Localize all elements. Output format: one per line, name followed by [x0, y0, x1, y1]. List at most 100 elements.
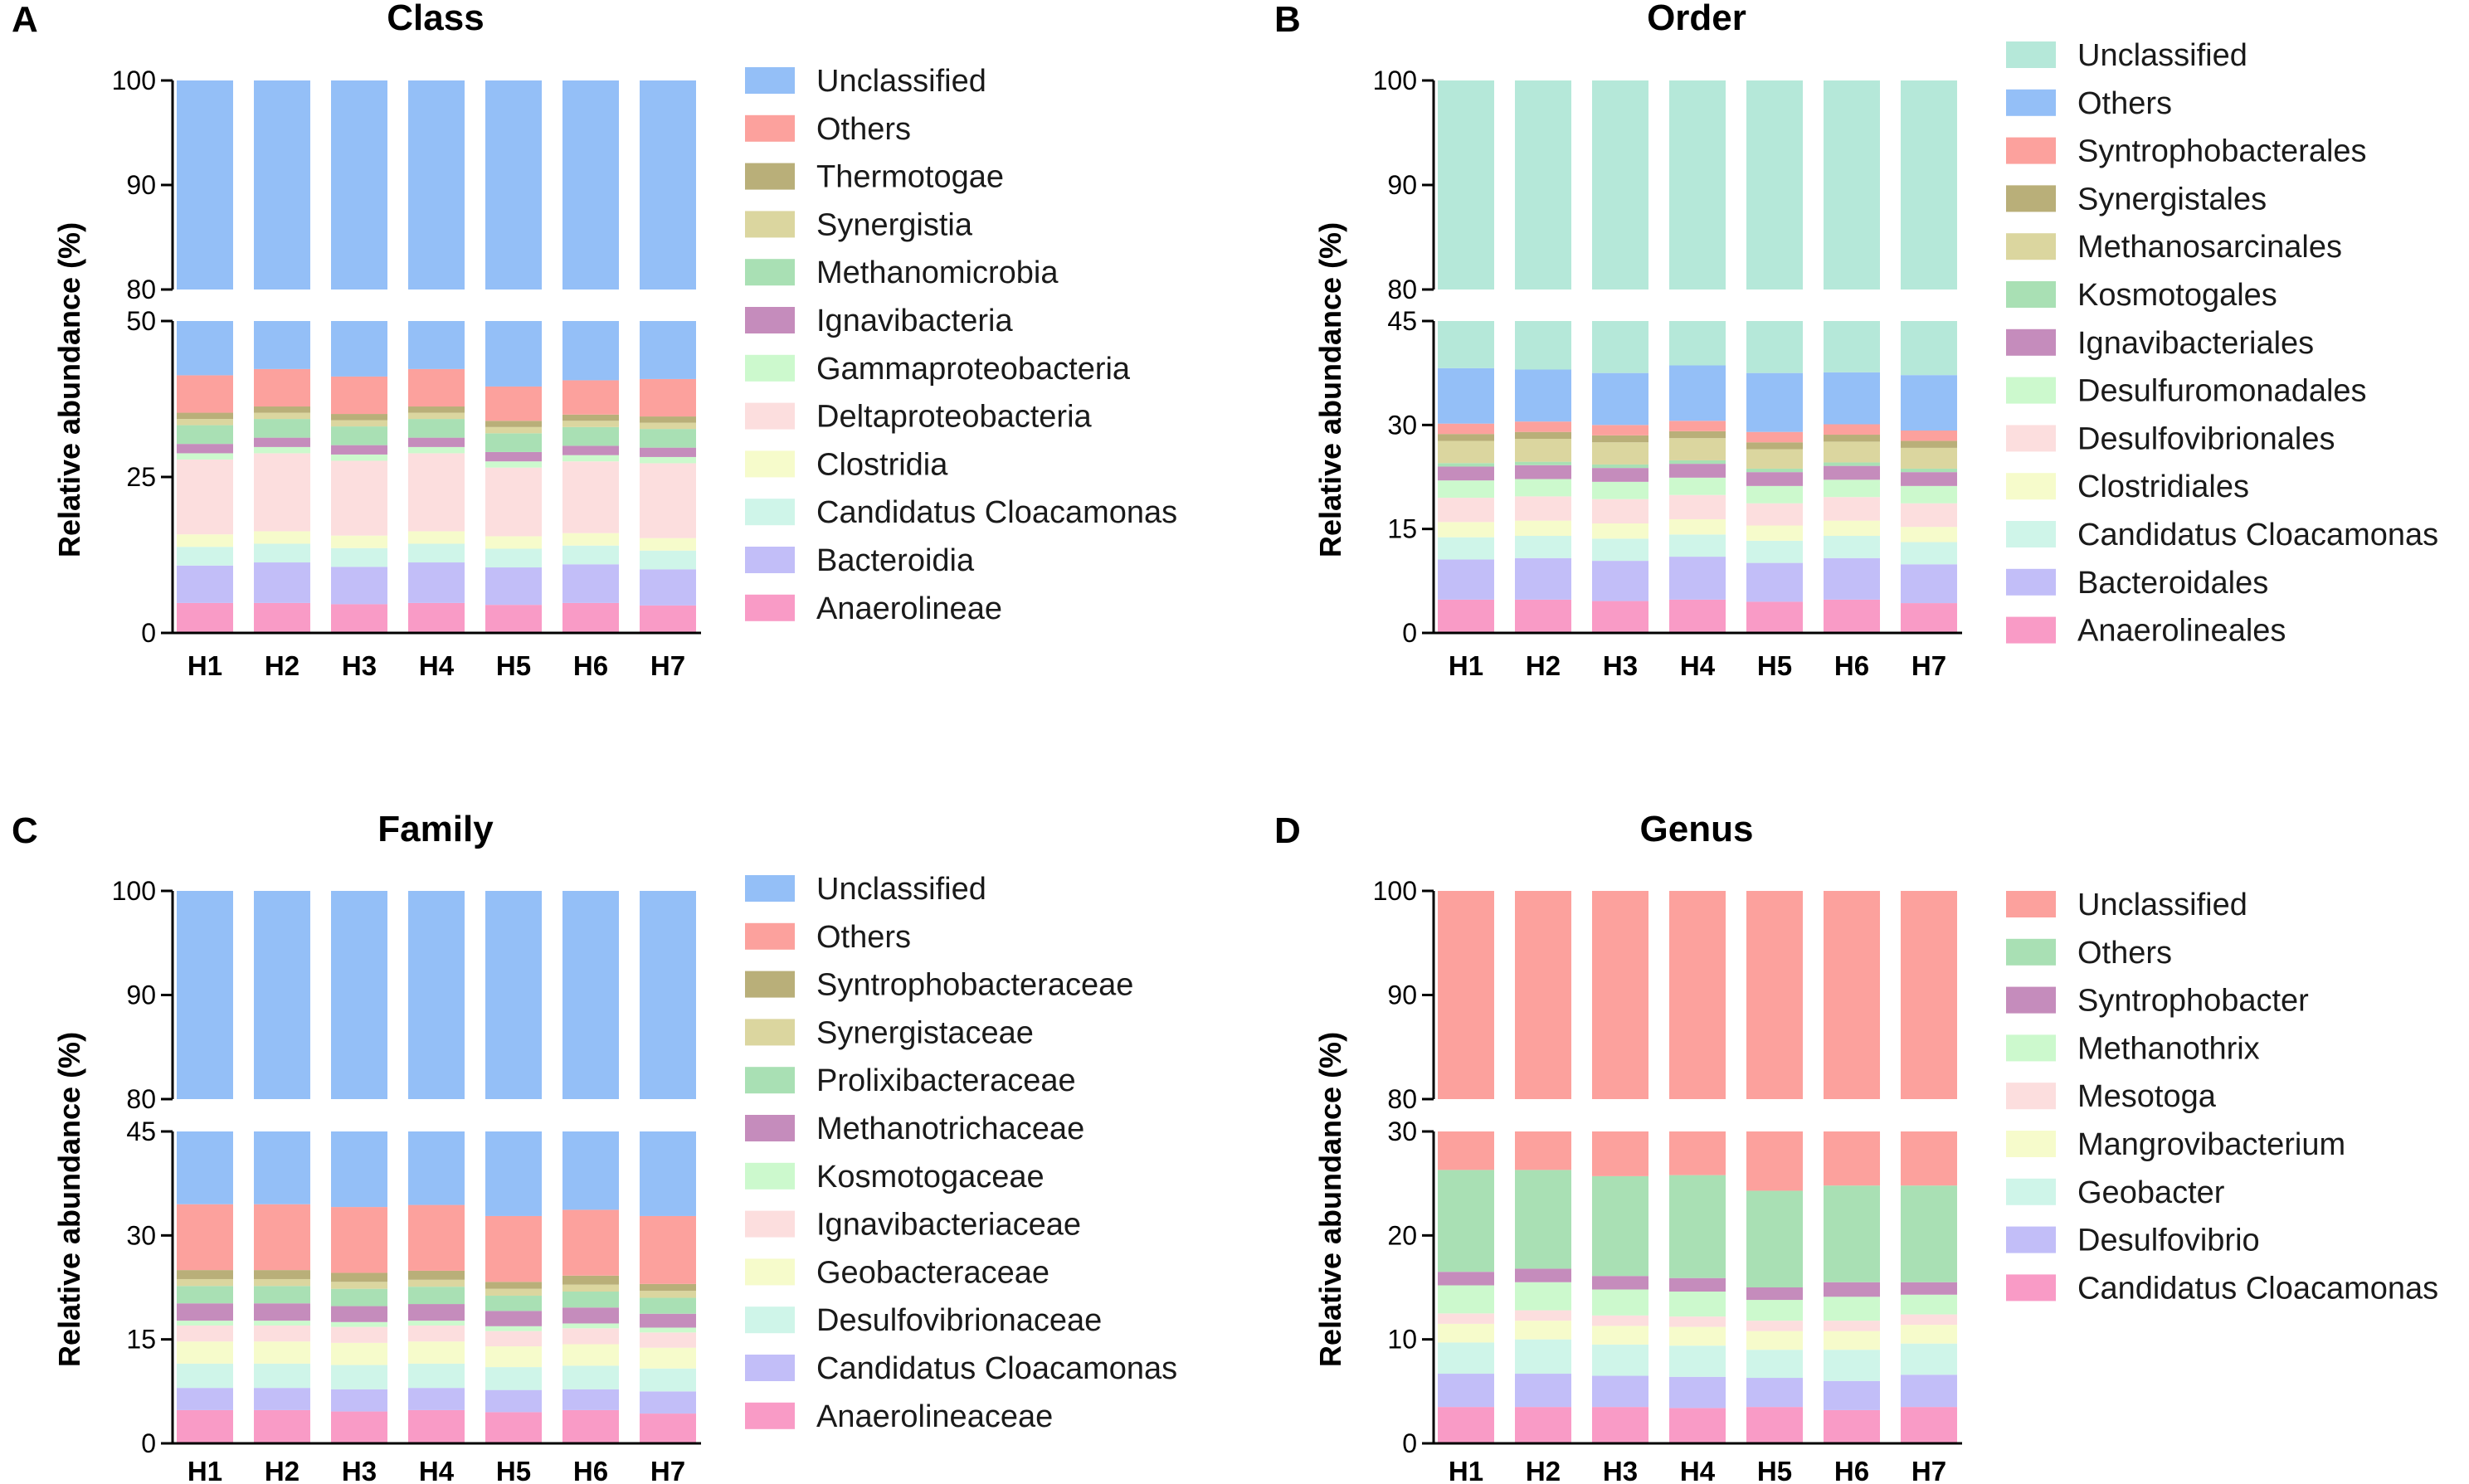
- y-tick-label-100: 100: [112, 66, 156, 95]
- legend-swatch-synergistales: [2006, 185, 2056, 212]
- y-tick-label-90: 90: [126, 980, 156, 1010]
- bar-prolixibacteraceae-h4: [408, 1287, 465, 1305]
- bar-candidatus-cloacamonas-h1: [1438, 537, 1494, 560]
- bar-unclassified-h7-upper: [1901, 891, 1957, 1099]
- bar-unclassified-h5: [485, 1131, 542, 1216]
- bar-unclassified-h7-upper: [640, 891, 696, 1099]
- legend-label-candidatus-cloacamonas: Candidatus Cloacamonas: [2077, 1271, 2438, 1306]
- legend-label-methanothrix: Methanothrix: [2077, 1031, 2260, 1066]
- bar-candidatus-cloacamonas-h3: [1592, 538, 1648, 562]
- bar-methanomicrobia-h4: [408, 419, 465, 438]
- legend-swatch-methanomicrobia: [745, 259, 795, 286]
- bar-desulfovibrionales-h5: [1746, 503, 1803, 526]
- bar-synergistales-h7: [1901, 440, 1957, 448]
- legend-label-desulfovibrionaceae: Desulfovibrionaceae: [816, 1303, 1102, 1338]
- bar-candidatus-cloacamonas-h6: [562, 545, 619, 565]
- bar-synergistaceae-h2: [254, 1278, 310, 1287]
- legend-label-anaerolineales: Anaerolineales: [2077, 614, 2286, 649]
- bar-syntrophobacterales-h4: [1669, 421, 1726, 431]
- bar-others-h6: [1824, 1185, 1880, 1282]
- bar-bacteroidales-h2: [1515, 557, 1571, 600]
- bar-others-h5: [1746, 372, 1803, 432]
- bar-desulfovibrio-h3: [1592, 1375, 1648, 1408]
- bar-unclassified-h4-upper: [408, 891, 465, 1099]
- bar-ignavibacteriales-h2: [1515, 465, 1571, 479]
- legend-label-desulfovibrionales: Desulfovibrionales: [2077, 421, 2335, 456]
- bar-methanosarcinales-h5: [1746, 449, 1803, 469]
- y-tick-label-15: 15: [126, 1325, 156, 1355]
- bar-geobacter-h3: [1592, 1344, 1648, 1376]
- legend-label-others: Others: [816, 112, 911, 147]
- legend-label-bacteroidales: Bacteroidales: [2077, 566, 2268, 601]
- legend-swatch-unclassified: [2006, 41, 2056, 68]
- bar-unclassified-h3: [1592, 1131, 1648, 1176]
- bar-mesotoga-h6: [1824, 1321, 1880, 1331]
- bar-candidatus-cloacamonas-h2: [1515, 1407, 1571, 1443]
- legend-swatch-candidatus-cloacamonas: [2006, 521, 2056, 547]
- y-tick-label-0: 0: [1402, 1428, 1417, 1458]
- bar-gammaproteobacteria-h7: [640, 456, 696, 464]
- bar-anaerolineales-h2: [1515, 599, 1571, 633]
- legend-label-candidatus-cloacamonas: Candidatus Cloacamonas: [816, 1351, 1177, 1386]
- bar-clostridia-h7: [640, 538, 696, 551]
- x-tick-label-h2: H2: [1526, 1456, 1561, 1484]
- bar-prolixibacteraceae-h2: [254, 1286, 310, 1304]
- bar-geobacter-h6: [1824, 1350, 1880, 1381]
- legend-label-unclassified: Unclassified: [816, 872, 986, 907]
- bar-ignavibacteria-h4: [408, 437, 465, 447]
- bar-mangrovibacterium-h7: [1901, 1325, 1957, 1344]
- bar-mesotoga-h1: [1438, 1313, 1494, 1324]
- bar-methanomicrobia-h3: [331, 426, 387, 445]
- bar-anaerolineales-h1: [1438, 599, 1494, 633]
- bar-desulfuromonadales-h6: [1824, 479, 1880, 498]
- bar-others-h2: [254, 1204, 310, 1271]
- legend-swatch-methanothrix: [2006, 1034, 2056, 1062]
- bar-others-h2: [1515, 369, 1571, 422]
- legend-label-clostridiales: Clostridiales: [2077, 470, 2249, 504]
- panel-d: D Genus Relative abundance (%) H1 H2 H3 H4 H…: [1274, 809, 2438, 1484]
- bar-others-h6: [562, 1209, 619, 1276]
- bar-others-h7: [1901, 1185, 1957, 1282]
- legend-label-desulfovibrio: Desulfovibrio: [2077, 1224, 2260, 1258]
- bar-candidatus-cloacamonas-h7: [1901, 1407, 1957, 1443]
- bar-syntrophobacterales-h6: [1824, 424, 1880, 435]
- bar-unclassified-h2: [254, 1131, 310, 1204]
- bar-candidatus-cloacamonas-h3: [331, 547, 387, 567]
- legend-swatch-desulfovibrionales: [2006, 425, 2056, 452]
- x-tick-label-h4: H4: [1680, 1456, 1716, 1484]
- bar-ignavibacteriaceae-h7: [640, 1332, 696, 1348]
- bar-thermotogae-h6: [562, 414, 619, 421]
- bar-unclassified-h7: [1901, 321, 1957, 376]
- bar-methanothrix-h2: [1515, 1282, 1571, 1311]
- legend-label-synergistia: Synergistia: [816, 207, 973, 242]
- bar-unclassified-h5: [1746, 1131, 1803, 1191]
- bar-kosmotogales-h7: [1901, 468, 1957, 473]
- bar-kosmotogaceae-h2: [254, 1321, 310, 1326]
- bar-candidatus-cloacamonas-h5: [1746, 1407, 1803, 1443]
- bar-ignavibacteria-h5: [485, 451, 542, 462]
- bar-syntrophobacter-h5: [1746, 1287, 1803, 1301]
- legend-swatch-unclassified: [2006, 891, 2056, 917]
- bar-desulfovibrio-h4: [1669, 1376, 1726, 1409]
- bar-candidatus-cloacamonas-h4: [408, 543, 465, 563]
- bar-desulfovibrionaceae-h2: [254, 1363, 310, 1389]
- bar-methanotrichaceae-h2: [254, 1303, 310, 1321]
- bar-geobacter-h7: [1901, 1343, 1957, 1375]
- bar-synergistales-h6: [1824, 435, 1880, 442]
- legend-swatch-desulfuromonadales: [2006, 377, 2056, 404]
- bar-desulfovibrionaceae-h7: [640, 1368, 696, 1392]
- legend-swatch-unclassified: [745, 875, 795, 902]
- bar-kosmotogaceae-h7: [640, 1327, 696, 1333]
- bar-geobacter-h2: [1515, 1339, 1571, 1375]
- legend-label-ignavibacteria: Ignavibacteria: [816, 304, 1013, 338]
- bar-anaerolineae-h6: [562, 602, 619, 633]
- bar-unclassified-h2: [254, 321, 310, 369]
- y-tick-label-10: 10: [1387, 1325, 1417, 1355]
- bar-others-h4: [408, 1204, 465, 1271]
- bar-unclassified-h6-upper: [562, 80, 619, 290]
- bar-syntrophobacteraceae-h6: [562, 1275, 619, 1285]
- panel-b-letter: B: [1274, 0, 1301, 40]
- y-tick-label-15: 15: [1387, 514, 1417, 544]
- bar-mesotoga-h5: [1746, 1321, 1803, 1331]
